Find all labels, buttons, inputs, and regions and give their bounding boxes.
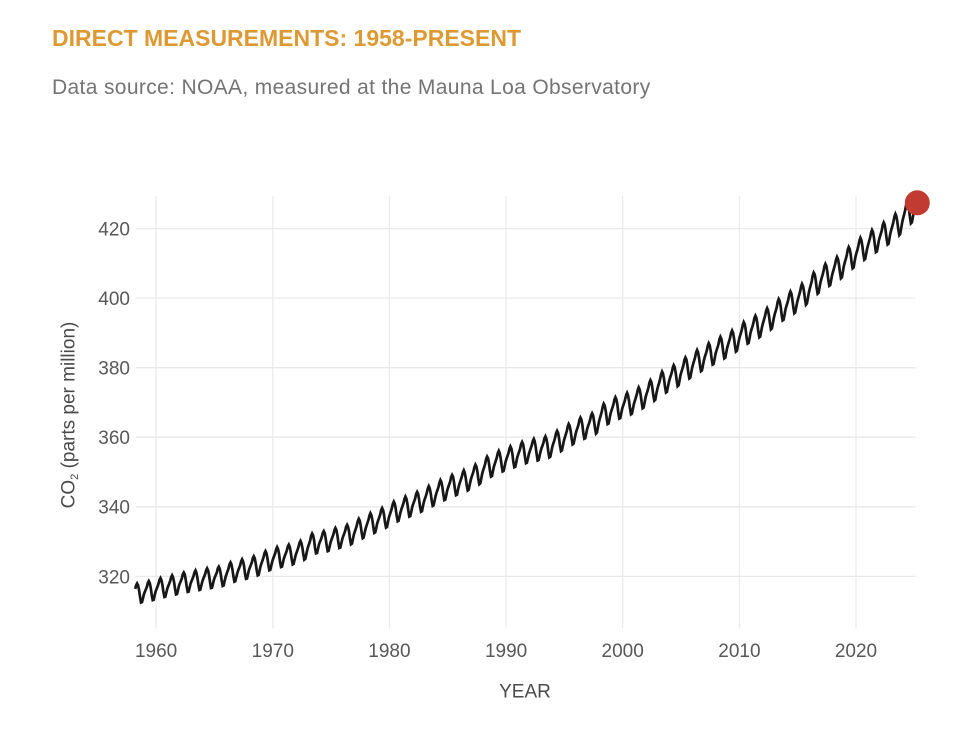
svg-text:360: 360	[98, 428, 130, 449]
svg-text:420: 420	[98, 219, 130, 240]
svg-text:400: 400	[98, 289, 130, 310]
svg-text:1980: 1980	[368, 641, 410, 662]
svg-text:2010: 2010	[718, 641, 760, 662]
svg-text:1990: 1990	[485, 641, 527, 662]
svg-text:1970: 1970	[252, 641, 294, 662]
svg-text:2020: 2020	[835, 641, 877, 662]
svg-text:340: 340	[98, 498, 130, 519]
svg-text:320: 320	[98, 567, 130, 588]
svg-text:YEAR: YEAR	[499, 682, 551, 703]
svg-text:380: 380	[98, 359, 130, 380]
svg-text:2000: 2000	[602, 641, 644, 662]
svg-text:1960: 1960	[135, 641, 177, 662]
svg-text:CO2 (parts per million): CO2 (parts per million)	[59, 322, 82, 509]
